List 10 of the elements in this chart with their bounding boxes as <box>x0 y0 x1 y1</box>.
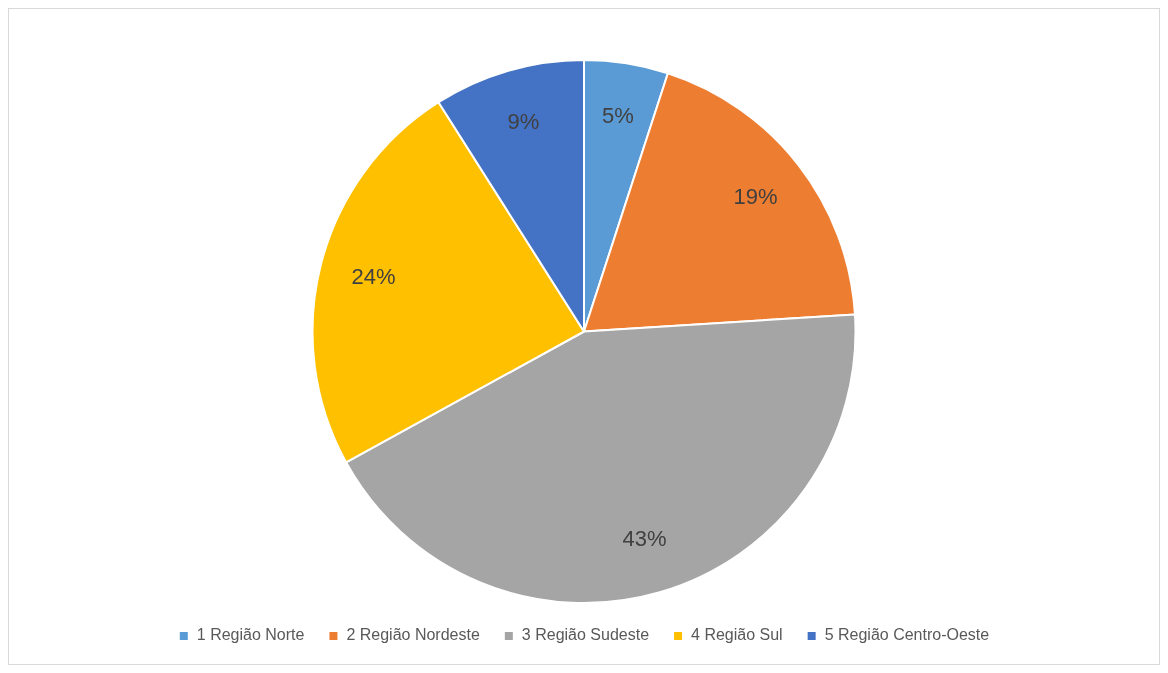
data-label: 19% <box>733 184 778 210</box>
data-label: 43% <box>622 526 667 552</box>
data-label: 9% <box>507 108 540 134</box>
legend-label: 4 Região Sul <box>691 626 783 644</box>
data-label: 24% <box>351 263 396 289</box>
data-label: 5% <box>602 103 634 129</box>
legend-label: 3 Região Sudeste <box>521 626 650 644</box>
legend-label: 1 Região Norte <box>196 626 305 644</box>
legend-label: 5 Região Centro-Oeste <box>824 626 990 644</box>
legend-label: 2 Região Nordeste <box>346 626 480 644</box>
